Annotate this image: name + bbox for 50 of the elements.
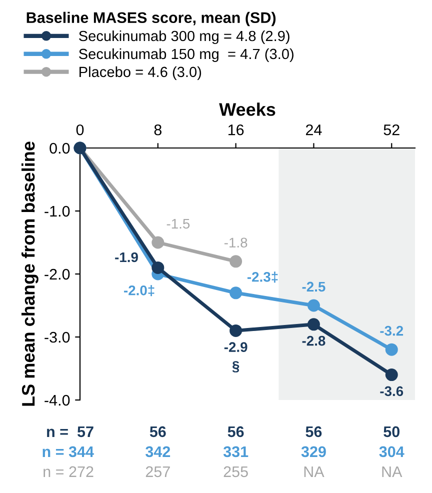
legend-title: Baseline MASES score, mean (SD) [26,12,276,26]
text: 50 [384,426,400,438]
text: 329 [301,446,326,458]
point [152,236,164,249]
y-axis-title: LS mean change from baseline [21,142,38,406]
text: 257 [146,466,170,478]
text: 56 [228,426,244,438]
data-label: -2.9 § [224,342,248,372]
data-label: -3.2 [380,326,404,336]
point [230,286,242,300]
x-tick-label: 0 [76,124,84,136]
text: NA [382,466,402,477]
y-tick-label: 0.0 [50,142,70,154]
point [230,255,242,268]
x-tick-label: 52 [384,124,400,136]
data-label: -2.0‡ [124,285,154,296]
y-tick-label: -3.0 [44,332,70,343]
data-label: -2.3‡ [247,272,278,283]
legend-label: Secukinumab 300 mg = 4.8 (2.9) [78,30,290,44]
x-axis-title: Weeks [219,102,276,116]
legend-label: Secukinumab 150 mg = 4.7 (3.0) [78,48,294,62]
point [307,318,320,331]
y-tick-label: -2.0 [44,268,70,280]
y-tick-label: -4.0 [44,394,70,406]
text: 331 [223,446,248,458]
point [230,324,242,337]
point [385,343,398,356]
text: NA [304,466,324,477]
text: 304 [379,446,404,458]
x-tick-label: 24 [306,124,322,136]
text: n = 57 [47,426,94,438]
data-label: -3.6 [380,386,404,396]
y-tick-label: -1.0 [44,206,70,217]
text: 56 [150,426,166,438]
data-label: -2.8 [302,336,326,346]
data-label: -1.9 [115,252,138,262]
point [152,261,164,274]
text: n = 272 [44,466,94,477]
text: n = 344 [42,446,94,458]
data-label: -1.5 [166,218,190,229]
legend-label: Placebo = 4.6 (3.0) [80,66,202,80]
text: 342 [146,446,170,458]
x-tick-label: 8 [154,124,162,136]
point [385,368,398,382]
text: 255 [224,466,248,478]
data-label: -2.5 [302,282,326,292]
data-label: -1.8 [224,238,248,248]
x-tick-label: 16 [228,124,244,136]
text: 56 [306,426,322,438]
point [307,299,320,312]
